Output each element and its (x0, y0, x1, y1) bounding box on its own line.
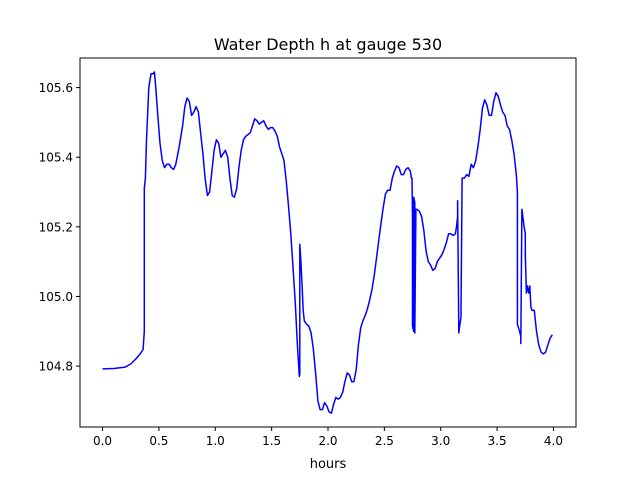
chart-title: Water Depth h at gauge 530 (214, 35, 442, 54)
x-tick-label: 3.5 (488, 434, 507, 448)
x-tick-label: 2.5 (375, 434, 394, 448)
y-tick-label: 105.2 (39, 220, 73, 234)
y-tick-label: 105.6 (39, 81, 73, 95)
y-tick-label: 105.4 (39, 151, 73, 165)
x-tick-label: 3.0 (431, 434, 450, 448)
axes-frame (79, 57, 577, 428)
x-tick-label: 1.5 (262, 434, 281, 448)
x-tick-label: 0.0 (93, 434, 112, 448)
x-tick-label: 2.0 (318, 434, 337, 448)
x-tick-label: 4.0 (544, 434, 563, 448)
x-tick-label: 1.0 (206, 434, 225, 448)
y-tick-label: 105.0 (39, 290, 73, 304)
x-axis-label: hours (310, 457, 347, 472)
series-line-0 (102, 71, 553, 414)
x-tick-label: 0.5 (149, 434, 168, 448)
plot-area: 0.0 0.5 1.0 1.5 2.0 2.5 3.0 3.5 4.0 104.8 105.0 105… (39, 57, 577, 448)
y-tick-label: 104.8 (39, 360, 73, 374)
